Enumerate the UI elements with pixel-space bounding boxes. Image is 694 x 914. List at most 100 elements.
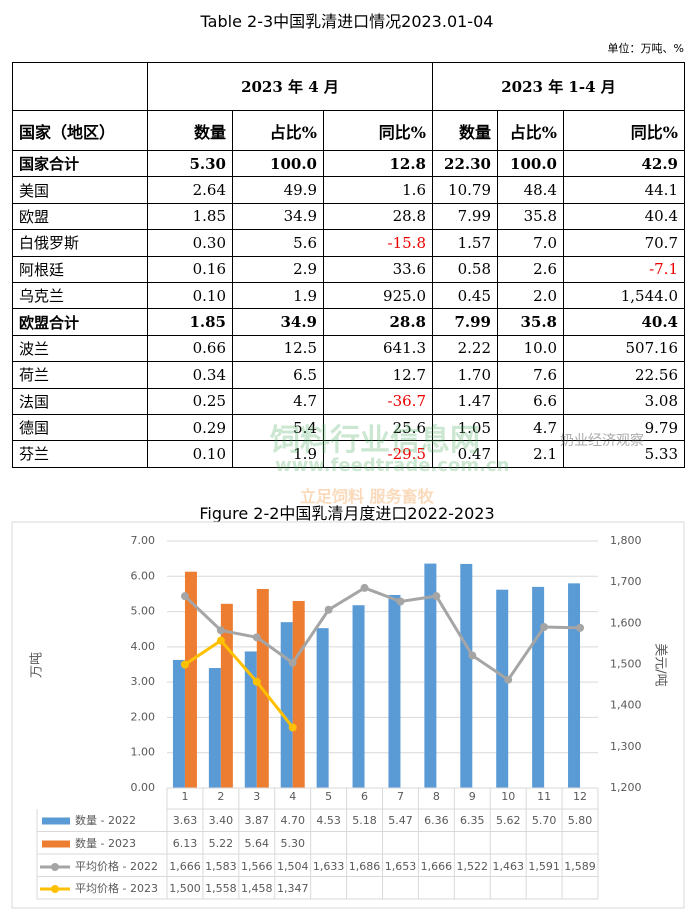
y-tick-label: 0.00 [131, 781, 156, 794]
y2-axis-label: 美元/吨 [653, 643, 668, 686]
table-cell: 1.85 [147, 308, 233, 336]
data-label: 1,583 [205, 860, 237, 873]
legend-label: 平均价格 - 2022 [75, 859, 158, 873]
table-row: 乌克兰 0.10 1.9 925.0 0.45 2.0 1,544.0 [12, 281, 685, 310]
data-label: 1,522 [457, 860, 489, 873]
data-label: 5.62 [496, 814, 521, 827]
header-row: 2023 年 4 月 2023 年 1-4 月 [12, 62, 685, 111]
table-cell: 0.58 [432, 255, 498, 283]
column-header: 同比% [563, 110, 685, 151]
table-cell: 0.16 [147, 255, 233, 283]
table-cell: 1,544.0 [563, 281, 685, 310]
table-cell: 2.22 [432, 334, 498, 363]
data-label: 1,666 [169, 860, 201, 873]
y2-tick-label: 1,300 [610, 740, 642, 753]
bar [244, 651, 257, 788]
data-label: 1,347 [277, 882, 309, 895]
table-cell: 33.6 [323, 255, 433, 283]
table-cell: 0.29 [147, 413, 233, 442]
table-cell: 法国 [12, 387, 148, 415]
table-row: 荷兰 0.34 6.5 12.7 1.70 7.6 22.56 [12, 361, 685, 389]
table-cell: 芬兰 [12, 440, 148, 468]
bar [184, 571, 197, 788]
y-tick-label: 4.00 [131, 640, 156, 653]
data-table: 2023 年 4 月 2023 年 1-4 月国家（地区） 数量 占比% 同比% 数量 占比… [12, 62, 685, 468]
data-label: 5.70 [532, 814, 557, 827]
line-marker [252, 633, 261, 642]
table-cell: 35.8 [497, 308, 564, 336]
watermark: 奶业经济观察 [560, 433, 644, 449]
table-row: 欧盟 1.85 34.9 28.8 7.99 35.8 40.4 [12, 202, 685, 231]
line-marker [216, 636, 225, 645]
legend-swatch [51, 885, 59, 893]
y-tick-label: 2.00 [131, 710, 156, 723]
y-axis-label: 万吨 [30, 652, 45, 678]
table-cell: 5.6 [232, 229, 324, 257]
table-cell: 1.57 [432, 229, 498, 257]
data-label: 5.30 [280, 837, 305, 850]
x-tick-label: 1 [181, 790, 188, 803]
bar [568, 583, 581, 788]
line-marker [576, 623, 585, 632]
table-cell: 12.7 [323, 361, 433, 389]
data-label: 1,633 [313, 860, 345, 873]
legend-swatch [51, 863, 59, 871]
line-marker [360, 583, 369, 592]
table-cell: 2.0 [497, 281, 564, 310]
table-cell: 10.79 [432, 176, 498, 204]
y-tick-label: 3.00 [131, 675, 156, 688]
y2-tick-label: 1,800 [610, 534, 642, 547]
table-cell: 40.4 [563, 202, 685, 231]
table-cell: 1.9 [232, 281, 324, 310]
bar [424, 563, 437, 788]
bar [532, 586, 545, 788]
table-cell: 波兰 [12, 334, 148, 363]
table-cell: 0.10 [147, 440, 233, 468]
table-cell: 5.33 [563, 440, 685, 468]
table-cell: 0.30 [147, 229, 233, 257]
column-header: 占比% [232, 110, 324, 151]
data-label: 1,463 [492, 860, 524, 873]
data-label: 4.70 [280, 814, 305, 827]
table-cell: 7.99 [432, 308, 498, 336]
watermark: 饲料行业信息网 [270, 423, 480, 458]
data-label: 1,666 [421, 860, 453, 873]
table-cell: 7.0 [497, 229, 564, 257]
legend-label: 平均价格 - 2023 [75, 881, 158, 895]
bar [316, 628, 329, 788]
y-tick-label: 7.00 [131, 534, 156, 547]
table-cell: -15.8 [323, 229, 433, 257]
y2-tick-label: 1,600 [610, 616, 642, 629]
y-tick-label: 5.00 [131, 605, 156, 618]
group-header: 2023 年 4 月 [147, 62, 433, 111]
line-marker [504, 675, 513, 684]
data-label: 6.35 [460, 814, 485, 827]
data-label: 6.36 [424, 814, 449, 827]
line-marker [324, 605, 333, 614]
table-cell: 10.0 [497, 334, 564, 363]
x-tick-label: 12 [573, 790, 587, 803]
line-marker [396, 597, 405, 606]
y2-tick-label: 1,700 [610, 575, 642, 588]
line-marker [180, 660, 189, 669]
table-row: 阿根廷 0.16 2.9 33.6 0.58 2.6 -7.1 [12, 255, 685, 283]
table-cell: 德国 [12, 413, 148, 442]
column-header: 数量 [432, 110, 498, 151]
table-cell: 5.30 [147, 149, 233, 178]
data-label: 5.80 [568, 814, 593, 827]
data-label: 1,504 [277, 860, 309, 873]
table-cell: 5.4 [232, 413, 324, 442]
table-cell: 白俄罗斯 [12, 229, 148, 257]
table-cell: 7.6 [497, 361, 564, 389]
data-label: 1,566 [241, 860, 273, 873]
x-tick-label: 7 [397, 790, 404, 803]
bar [280, 622, 293, 788]
chart-border [11, 521, 685, 909]
table-cell: 0.66 [147, 334, 233, 363]
table-cell: 12.8 [323, 149, 433, 178]
watermark: www.feedtrade.com.cn [275, 455, 510, 476]
column-header: 同比% [323, 110, 433, 151]
table-cell: 阿根廷 [12, 255, 148, 283]
header-row: 国家（地区） 数量 占比% 同比% 数量 占比% 同比% [12, 110, 685, 151]
figure-title: Figure 2-2中国乳清月度进口2022-2023 [199, 504, 495, 523]
